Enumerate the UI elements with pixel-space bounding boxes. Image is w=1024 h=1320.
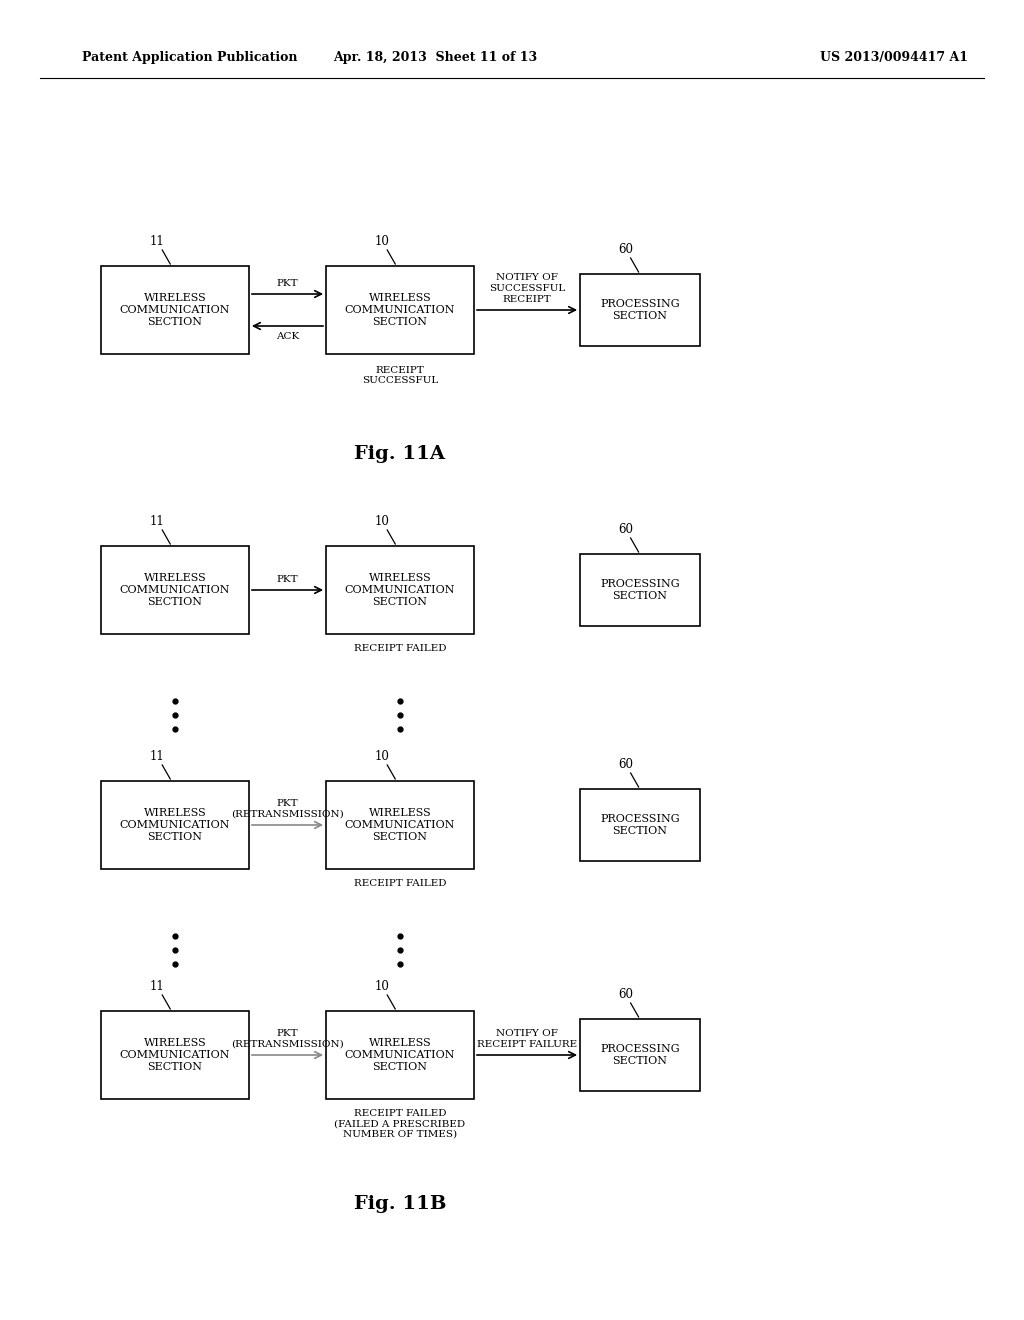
Text: 11: 11	[150, 750, 165, 763]
Text: 10: 10	[375, 750, 390, 763]
Text: 10: 10	[375, 235, 390, 248]
Text: PROCESSING
SECTION: PROCESSING SECTION	[600, 579, 680, 601]
Text: (RETRANSMISSION): (RETRANSMISSION)	[231, 1040, 344, 1049]
Text: ACK: ACK	[275, 333, 299, 341]
Text: WIRELESS
COMMUNICATION
SECTION: WIRELESS COMMUNICATION SECTION	[345, 573, 456, 607]
Text: RECEIPT FAILURE: RECEIPT FAILURE	[477, 1040, 578, 1049]
Bar	[101, 267, 249, 354]
Text: Patent Application Publication: Patent Application Publication	[82, 51, 298, 65]
Text: NOTIFY OF: NOTIFY OF	[496, 1030, 558, 1038]
Text: 11: 11	[150, 979, 165, 993]
Text: 60: 60	[618, 243, 633, 256]
Bar	[580, 789, 700, 861]
Text: 60: 60	[618, 987, 633, 1001]
Text: Fig. 11A: Fig. 11A	[354, 445, 445, 463]
Text: 10: 10	[375, 515, 390, 528]
Text: RECEIPT
SUCCESSFUL: RECEIPT SUCCESSFUL	[361, 366, 438, 385]
Text: WIRELESS
COMMUNICATION
SECTION: WIRELESS COMMUNICATION SECTION	[345, 293, 456, 326]
Text: PROCESSING
SECTION: PROCESSING SECTION	[600, 300, 680, 321]
Text: RECEIPT FAILED
(FAILED A PRESCRIBED
NUMBER OF TIMES): RECEIPT FAILED (FAILED A PRESCRIBED NUMB…	[335, 1109, 466, 1139]
Text: (RETRANSMISSION): (RETRANSMISSION)	[231, 810, 344, 818]
Text: 60: 60	[618, 523, 633, 536]
Text: PKT: PKT	[276, 1030, 298, 1038]
Bar	[101, 1011, 249, 1100]
Bar	[580, 1019, 700, 1092]
Text: Apr. 18, 2013  Sheet 11 of 13: Apr. 18, 2013 Sheet 11 of 13	[333, 51, 537, 65]
Text: RECEIPT FAILED: RECEIPT FAILED	[353, 644, 446, 653]
Text: SUCCESSFUL: SUCCESSFUL	[488, 284, 565, 293]
Bar	[326, 1011, 474, 1100]
Text: Fig. 11B: Fig. 11B	[353, 1195, 446, 1213]
Text: 11: 11	[150, 235, 165, 248]
Text: 60: 60	[618, 758, 633, 771]
Text: RECEIPT: RECEIPT	[503, 294, 551, 304]
Text: PKT: PKT	[276, 799, 298, 808]
Text: WIRELESS
COMMUNICATION
SECTION: WIRELESS COMMUNICATION SECTION	[120, 293, 230, 326]
Bar	[326, 781, 474, 869]
Bar	[326, 546, 474, 634]
Text: WIRELESS
COMMUNICATION
SECTION: WIRELESS COMMUNICATION SECTION	[120, 808, 230, 842]
Text: 10: 10	[375, 979, 390, 993]
Text: PKT: PKT	[276, 279, 298, 288]
Text: WIRELESS
COMMUNICATION
SECTION: WIRELESS COMMUNICATION SECTION	[345, 808, 456, 842]
Bar	[101, 781, 249, 869]
Bar	[326, 267, 474, 354]
Text: WIRELESS
COMMUNICATION
SECTION: WIRELESS COMMUNICATION SECTION	[345, 1039, 456, 1072]
Text: PROCESSING
SECTION: PROCESSING SECTION	[600, 1044, 680, 1065]
Text: WIRELESS
COMMUNICATION
SECTION: WIRELESS COMMUNICATION SECTION	[120, 573, 230, 607]
Bar	[580, 275, 700, 346]
Bar	[101, 546, 249, 634]
Text: 11: 11	[150, 515, 165, 528]
Text: PKT: PKT	[276, 576, 298, 583]
Text: WIRELESS
COMMUNICATION
SECTION: WIRELESS COMMUNICATION SECTION	[120, 1039, 230, 1072]
Text: PROCESSING
SECTION: PROCESSING SECTION	[600, 814, 680, 836]
Text: NOTIFY OF: NOTIFY OF	[496, 273, 558, 282]
Text: RECEIPT FAILED: RECEIPT FAILED	[353, 879, 446, 888]
Bar	[580, 554, 700, 626]
Text: US 2013/0094417 A1: US 2013/0094417 A1	[820, 51, 968, 65]
